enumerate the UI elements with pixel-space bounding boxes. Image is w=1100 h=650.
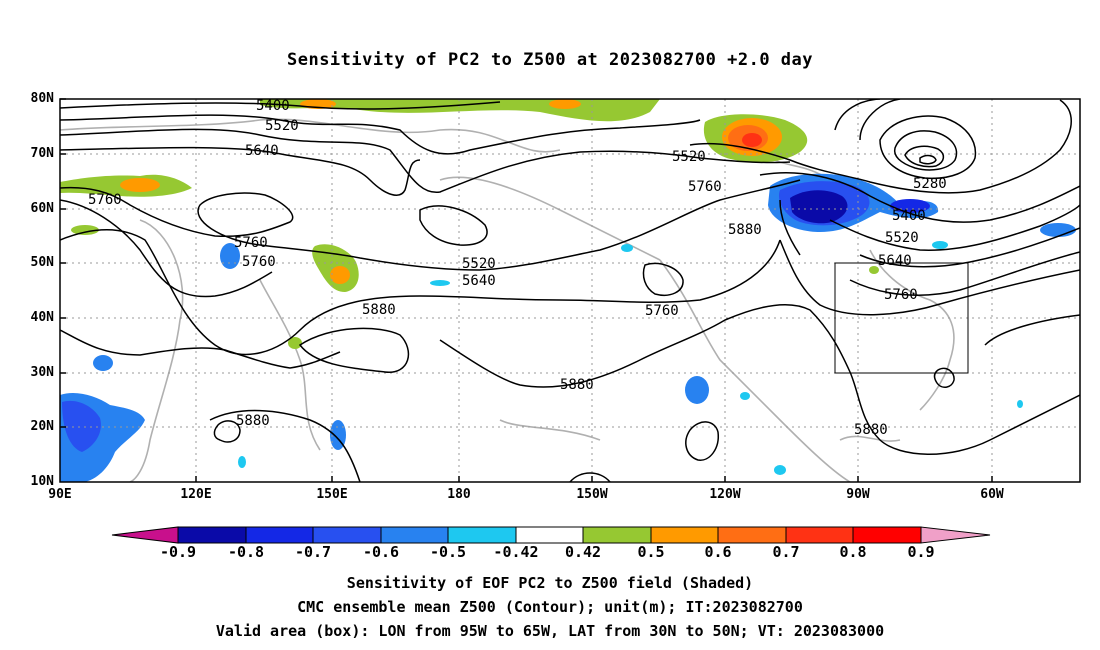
colorbar-label: -0.6 [362, 543, 400, 561]
positive-region-alaska-red [742, 133, 762, 147]
negative-region-canada-core [790, 190, 848, 224]
negative-region-labrador [932, 241, 948, 249]
lon-label: 180 [447, 487, 471, 502]
colorbar [111, 526, 991, 544]
contour-label: 5400 [892, 208, 926, 224]
colorbar-label: -0.9 [159, 543, 197, 561]
contour-label: 5760 [88, 192, 122, 208]
negative-region-india [93, 355, 113, 371]
colorbar-segment [920, 526, 991, 544]
positive-region-plains [869, 266, 879, 274]
contour-label: 5880 [560, 377, 594, 393]
contour-label: 5640 [878, 253, 912, 269]
colorbar-segment [785, 526, 854, 544]
negative-region-pacific-1 [621, 244, 633, 252]
colorbar-label: -0.8 [227, 543, 265, 561]
lat-label: 30N [30, 365, 54, 380]
coastlines [60, 118, 955, 482]
contour-label: 5760 [884, 287, 918, 303]
contour-label: 5880 [854, 422, 888, 438]
positive-region-small [288, 337, 302, 349]
lat-label: 80N [30, 91, 54, 106]
positive-region-arctic-core [549, 99, 581, 109]
colorbar-segment [717, 526, 787, 544]
colorbar-label: 0.5 [637, 543, 665, 561]
colorbar-segment [380, 526, 449, 544]
colorbar-label: 0.6 [704, 543, 732, 561]
map-title: Sensitivity of PC2 to Z500 at 2023082700… [286, 50, 813, 70]
map-frame [59, 98, 1081, 483]
lat-label: 60N [30, 201, 54, 216]
lat-label: 40N [30, 310, 54, 325]
lat-label: 20N [30, 419, 54, 434]
positive-region-siberia-core [120, 178, 160, 192]
lon-label: 90W [846, 487, 870, 502]
negative-region-pacific-2 [430, 280, 450, 286]
map-field: 5400 5520 5640 5760 5760 5760 5880 5880 … [60, 98, 1080, 482]
negative-region-small-2 [774, 465, 786, 475]
negative-region-indochina-core [62, 400, 101, 452]
colorbar-segment [650, 526, 719, 544]
colorbar-segment [852, 526, 922, 544]
contour-label: 5520 [885, 230, 919, 246]
contour-label-layer: 5400 5520 5640 5760 5760 5760 5880 5880 … [88, 98, 947, 438]
colorbar-segment [582, 526, 652, 544]
contour-label: 5520 [462, 256, 496, 272]
footer-line-shaded: Sensitivity of EOF PC2 to Z500 field (Sh… [346, 574, 754, 592]
colorbar-segment [245, 526, 314, 544]
negative-region-small-1 [238, 456, 246, 468]
negative-region-mexico-coast [685, 376, 709, 404]
contour-label: 5760 [688, 179, 722, 195]
colorbar-label: -0.7 [294, 543, 332, 561]
colorbar-segment [447, 526, 517, 544]
lon-label: 90E [48, 487, 72, 502]
lat-label: 10N [30, 474, 54, 489]
lon-label: 150E [316, 487, 348, 502]
valid-area-box [834, 262, 969, 374]
contour-label: 5640 [245, 143, 279, 159]
lon-label: 120W [709, 487, 741, 502]
colorbar-label: 0.9 [907, 543, 935, 561]
lon-label: 120E [180, 487, 212, 502]
axis-ticks [60, 98, 993, 482]
contour-label: 5520 [672, 149, 706, 165]
colorbar-segment [177, 526, 247, 544]
lat-label: 70N [30, 146, 54, 161]
contour-label: 5880 [362, 302, 396, 318]
contour-label: 5280 [913, 176, 947, 192]
colorbar-segment [515, 526, 584, 544]
colorbar-label: 0.42 [564, 543, 602, 561]
contour-label: 5760 [234, 235, 268, 251]
footer-line-contour: CMC ensemble mean Z500 (Contour); unit(m… [297, 598, 803, 616]
colorbar-label: -0.5 [429, 543, 467, 561]
negative-region-atlantic [1040, 223, 1076, 237]
graticule [60, 99, 1080, 482]
lon-label: 150W [576, 487, 608, 502]
positive-region-kamchatka-core [330, 266, 350, 284]
lon-label: 60W [980, 487, 1004, 502]
lat-label: 50N [30, 255, 54, 270]
contour-label: 5520 [265, 118, 299, 134]
negative-region-gulf [740, 392, 750, 400]
contour-label: 5640 [462, 273, 496, 289]
colorbar-segment [111, 526, 179, 544]
negative-region-small-3 [1017, 400, 1023, 408]
colorbar-label: 0.7 [772, 543, 800, 561]
footer-line-valid-area: Valid area (box): LON from 95W to 65W, L… [215, 622, 885, 640]
positive-region-siberia-2 [71, 225, 99, 235]
colorbar-label: -0.42 [493, 543, 539, 561]
z500-contours [60, 99, 1080, 482]
contour-label: 5880 [236, 413, 270, 429]
colorbar-label: 0.8 [839, 543, 867, 561]
colorbar-segment [312, 526, 382, 544]
contour-label: 5760 [242, 254, 276, 270]
contour-label: 5760 [645, 303, 679, 319]
contour-label: 5880 [728, 222, 762, 238]
contour-label: 5400 [256, 98, 290, 114]
